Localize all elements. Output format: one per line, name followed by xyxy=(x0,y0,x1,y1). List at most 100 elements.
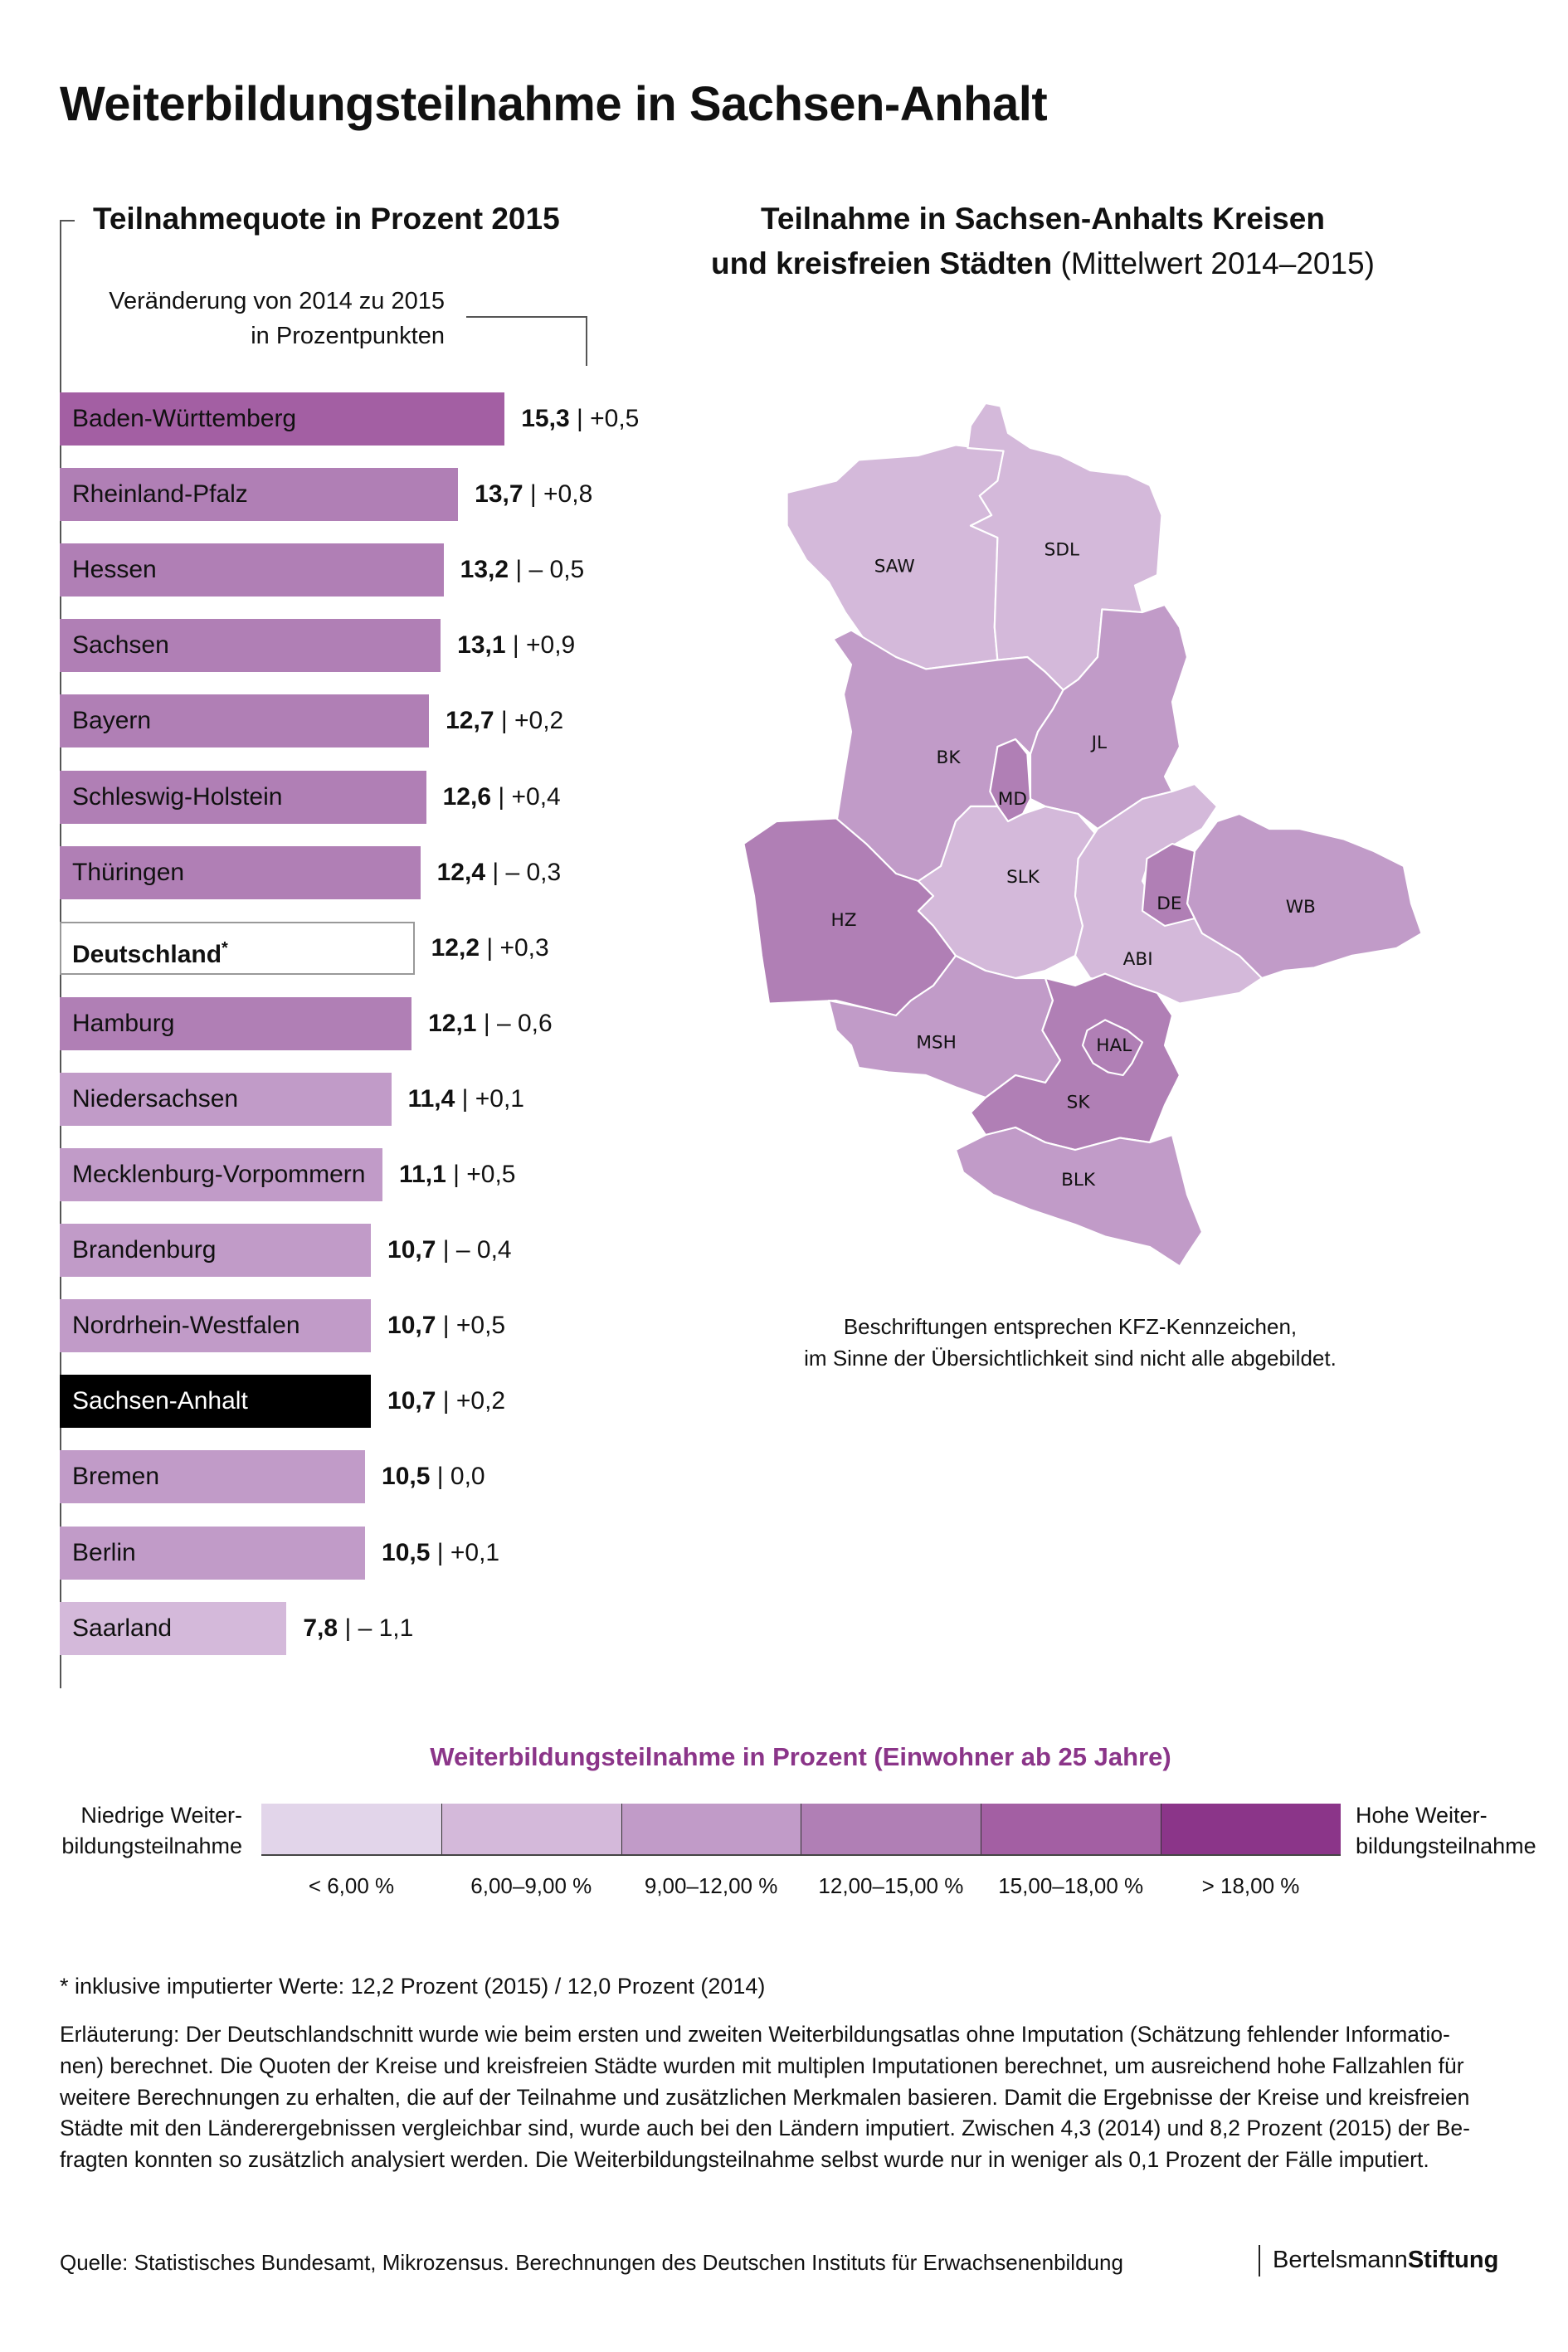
bar-value-label: 10,5 | 0,0 xyxy=(382,1450,485,1503)
legend-high-label: Hohe Weiter- bildungsteilnahme xyxy=(1356,1800,1536,1862)
bar-value: 10,7 xyxy=(387,1387,436,1415)
bar-change: | +0,9 xyxy=(512,631,576,660)
label-SDL: SDL xyxy=(1045,540,1079,561)
explanation-line: weitere Berechnungen zu erhalten, die au… xyxy=(60,2084,1470,2110)
district-WB[interactable] xyxy=(1186,812,1423,980)
bar-change: | – 0,3 xyxy=(492,858,562,886)
bar-value-label: 12,4 | – 0,3 xyxy=(437,846,562,899)
bar-change: | +0,1 xyxy=(436,1538,500,1566)
bar-label-text: Brandenburg xyxy=(72,1236,217,1264)
bar-thüringen xyxy=(60,845,421,899)
district-JL[interactable] xyxy=(1029,603,1189,830)
bar-label: Brandenburg xyxy=(72,1224,216,1277)
bar-label-text: Baden-Württemberg xyxy=(72,405,297,432)
bar-value-label: 10,7 | +0,2 xyxy=(387,1375,505,1428)
bar-label-text: Thüringen xyxy=(72,858,185,886)
bar-deutschland xyxy=(60,921,415,975)
explanation-line: Städte mit den Länderergebnissen verglei… xyxy=(60,2116,1470,2141)
bar-label: Baden-Württemberg xyxy=(72,392,296,446)
map-title-regular: (Mittelwert 2014–2015) xyxy=(1060,246,1375,280)
bar-change: | +0,8 xyxy=(529,480,593,509)
bar-label: Mecklenburg-Vorpommern xyxy=(72,1148,365,1201)
bar-change: | +0,5 xyxy=(453,1161,516,1188)
district-BLK[interactable] xyxy=(954,1126,1204,1268)
bar-change: | – 0,4 xyxy=(442,1236,512,1264)
footnote: * inklusive imputierter Werte: 12,2 Proz… xyxy=(60,1974,766,1999)
legend-high-line1: Hohe Weiter- xyxy=(1356,1803,1488,1828)
bar-label: Deutschland* xyxy=(72,922,228,975)
bar-schleswig-holstein xyxy=(60,770,426,824)
label-WB: WB xyxy=(1286,897,1316,918)
bar-brandenburg xyxy=(60,1224,372,1278)
bar-label: Sachsen xyxy=(72,619,169,672)
district-HAL[interactable] xyxy=(1081,1019,1144,1077)
legend-label: < 6,00 % xyxy=(308,1873,395,1898)
label-BK: BK xyxy=(937,747,962,768)
bar-baden-württemberg xyxy=(60,392,505,446)
label-DE: DE xyxy=(1157,894,1181,914)
page-title: Weiterbildungsteilnahme in Sachsen-Anhal… xyxy=(60,77,1048,131)
change-connector-h xyxy=(466,316,587,318)
bar-change: | +0,5 xyxy=(442,1312,506,1340)
legend-swatch xyxy=(441,1804,621,1855)
map-title-bold: und kreisfreien Städten xyxy=(711,246,1053,280)
legend-swatch xyxy=(621,1804,801,1855)
change-note-line1: Veränderung von 2014 zu 2015 xyxy=(109,288,445,314)
bar-change: | – 1,1 xyxy=(344,1614,414,1642)
bar-sachsen xyxy=(60,619,441,673)
bar-value-label: 10,7 | – 0,4 xyxy=(387,1224,512,1277)
bar-value-label: 12,2 | +0,3 xyxy=(431,922,549,975)
bar-chart-title: Teilnahmequote in Prozent 2015 xyxy=(93,202,560,236)
bar-label-text: Nordrhein-Westfalen xyxy=(72,1312,300,1340)
logo-divider xyxy=(1259,2245,1260,2277)
bar-label: Hessen xyxy=(72,543,157,597)
bar-label-text: Hamburg xyxy=(72,1009,175,1037)
bar-value-label: 15,3 | +0,5 xyxy=(521,392,639,446)
legend-low-label: Niedrige Weiter- bildungsteilnahme xyxy=(33,1800,242,1862)
bar-value: 12,7 xyxy=(446,707,494,735)
bar-bayern xyxy=(60,694,430,748)
legend-label: 12,00–15,00 % xyxy=(818,1873,964,1898)
legend-label: 9,00–12,00 % xyxy=(644,1873,778,1898)
bar-label-text: Deutschland xyxy=(72,940,222,968)
bar-change: | – 0,6 xyxy=(483,1009,553,1037)
bar-label-text: Rheinland-Pfalz xyxy=(72,480,248,509)
bar-change: | 0,0 xyxy=(436,1463,485,1491)
change-note-line2: in Prozentpunkten xyxy=(251,323,445,349)
bar-label: Schleswig-Holstein xyxy=(72,771,282,824)
bar-label-text: Mecklenburg-Vorpommern xyxy=(72,1161,366,1188)
label-ABI: ABI xyxy=(1123,949,1153,970)
bar-nordrhein-westfalen xyxy=(60,1299,372,1353)
legend-swatch xyxy=(261,1804,441,1855)
legend-low-line1: Niedrige Weiter- xyxy=(80,1803,242,1828)
bar-value-label: 10,7 | +0,5 xyxy=(387,1299,505,1352)
legend-high-line2: bildungsteilnahme xyxy=(1356,1833,1536,1858)
bar-value: 13,2 xyxy=(460,556,509,584)
bar-value: 13,7 xyxy=(475,480,523,509)
map-note-line2: im Sinne der Übersichtlichkeit sind nich… xyxy=(804,1346,1337,1371)
bar-change: | – 0,5 xyxy=(515,556,585,584)
axis-top-tick xyxy=(60,220,75,222)
bar-change: | +0,2 xyxy=(442,1387,506,1415)
label-MSH: MSH xyxy=(916,1033,957,1054)
map-title-line1: Teilnahme in Sachsen-Anhalts Kreisen xyxy=(761,202,1325,236)
bar-label-text: Saarland xyxy=(72,1614,173,1642)
bar-value: 12,1 xyxy=(428,1009,477,1037)
bar-label: Rheinland-Pfalz xyxy=(72,468,248,521)
bar-value-label: 13,2 | – 0,5 xyxy=(460,543,585,597)
bar-label-text: Berlin xyxy=(72,1538,136,1566)
bertelsmann-logo: BertelsmannStiftung xyxy=(1273,2247,1498,2274)
bar-value: 10,7 xyxy=(387,1312,436,1340)
label-SAW: SAW xyxy=(874,556,915,577)
label-JL: JL xyxy=(1090,733,1107,753)
bar-value: 12,6 xyxy=(442,782,492,811)
legend-swatch xyxy=(801,1804,981,1855)
asterisk-mark: * xyxy=(222,938,228,957)
bar-change: | +0,3 xyxy=(486,933,549,962)
explanation-line: nen) berechnet. Die Quoten der Kreise un… xyxy=(60,2053,1464,2078)
explanation-line: Erläuterung: Der Deutschlandschnitt wurd… xyxy=(60,2022,1450,2047)
district-DE[interactable] xyxy=(1141,842,1196,928)
bar-saarland xyxy=(60,1601,287,1655)
bar-change: | +0,4 xyxy=(498,782,561,811)
